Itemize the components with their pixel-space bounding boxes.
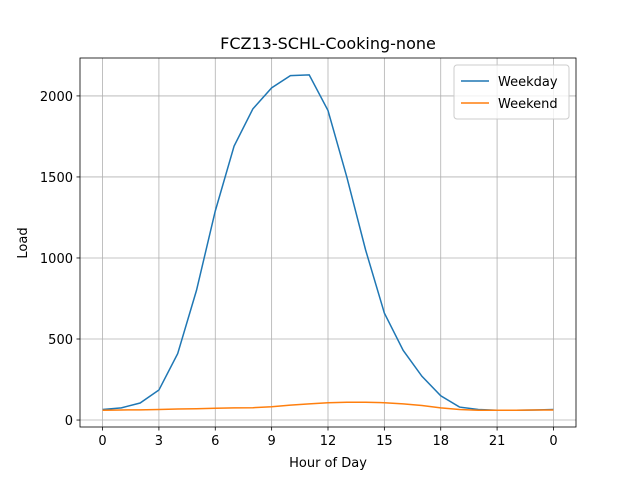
x-tick-label: 9 xyxy=(267,434,275,449)
legend-box xyxy=(453,64,570,120)
x-tick-label: 18 xyxy=(432,434,449,449)
x-tick-label: 6 xyxy=(211,434,219,449)
y-tick-label: 1000 xyxy=(40,252,73,267)
x-tick-label: 3 xyxy=(155,434,163,449)
y-tick-label: 2000 xyxy=(40,90,73,105)
series-line xyxy=(102,401,554,412)
legend-label: Weekend xyxy=(498,97,558,112)
x-tick-label: 21 xyxy=(489,434,506,449)
x-tick-label: 15 xyxy=(376,434,393,449)
series-line xyxy=(102,74,554,412)
x-tick-label: 0 xyxy=(98,434,106,449)
legend: Weekday Weekend xyxy=(453,64,570,120)
y-tick-label: 0 xyxy=(65,414,73,429)
x-tick-label: 12 xyxy=(320,434,337,449)
plot-frame xyxy=(79,57,577,428)
y-tick-label: 500 xyxy=(48,333,73,348)
x-axis-label: Hour of Day xyxy=(289,456,367,471)
y-axis-label: Load xyxy=(16,227,31,258)
x-tick-label: 0 xyxy=(549,434,557,449)
chart-title: FCZ13-SCHL-Cooking-none xyxy=(220,34,436,53)
legend-label: Weekday xyxy=(498,75,558,90)
y-tick-label: 1500 xyxy=(40,171,73,186)
